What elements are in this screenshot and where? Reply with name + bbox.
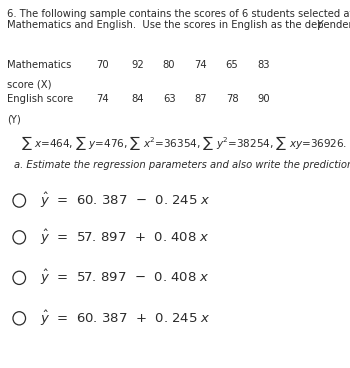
Text: (Y): (Y) xyxy=(7,114,21,124)
Text: Mathematics and English.  Use the scores in English as the dependent variable: Mathematics and English. Use the scores … xyxy=(7,20,350,30)
Text: 6. The following sample contains the scores of 6 students selected at random in: 6. The following sample contains the sco… xyxy=(7,9,350,19)
Text: 74: 74 xyxy=(96,94,109,104)
Text: Mathematics: Mathematics xyxy=(7,60,71,70)
Text: 70: 70 xyxy=(96,60,109,70)
Text: $\hat{y}$  =  57. 897  −  0. 408 $x$: $\hat{y}$ = 57. 897 − 0. 408 $x$ xyxy=(40,268,210,287)
Text: 80: 80 xyxy=(163,60,175,70)
Text: 83: 83 xyxy=(257,60,270,70)
Text: $\hat{y}$  =  60. 387  +  0. 245 $x$: $\hat{y}$ = 60. 387 + 0. 245 $x$ xyxy=(40,309,211,328)
Text: English score: English score xyxy=(7,94,73,104)
Text: 74: 74 xyxy=(194,60,207,70)
Text: 84: 84 xyxy=(131,94,144,104)
Text: $\hat{y}$  =  60. 387  −  0. 245 $x$: $\hat{y}$ = 60. 387 − 0. 245 $x$ xyxy=(40,191,211,210)
Text: 87: 87 xyxy=(194,94,207,104)
Text: $\hat{y}$  =  57. 897  +  0. 408 $x$: $\hat{y}$ = 57. 897 + 0. 408 $x$ xyxy=(40,228,210,247)
Text: Y.: Y. xyxy=(317,20,325,30)
Text: 78: 78 xyxy=(226,94,238,104)
Text: 90: 90 xyxy=(257,94,270,104)
Text: $\sum$ $x$=464, $\sum$ $y$=476, $\sum$ $x^2$=36354, $\sum$ $y^2$=38254, $\sum$ $: $\sum$ $x$=464, $\sum$ $y$=476, $\sum$ $… xyxy=(21,134,347,152)
Text: 63: 63 xyxy=(163,94,175,104)
Text: 65: 65 xyxy=(226,60,238,70)
Text: score (X): score (X) xyxy=(7,80,51,90)
Text: 92: 92 xyxy=(131,60,144,70)
Text: a. Estimate the regression parameters and also write the prediction equation.: a. Estimate the regression parameters an… xyxy=(14,160,350,170)
